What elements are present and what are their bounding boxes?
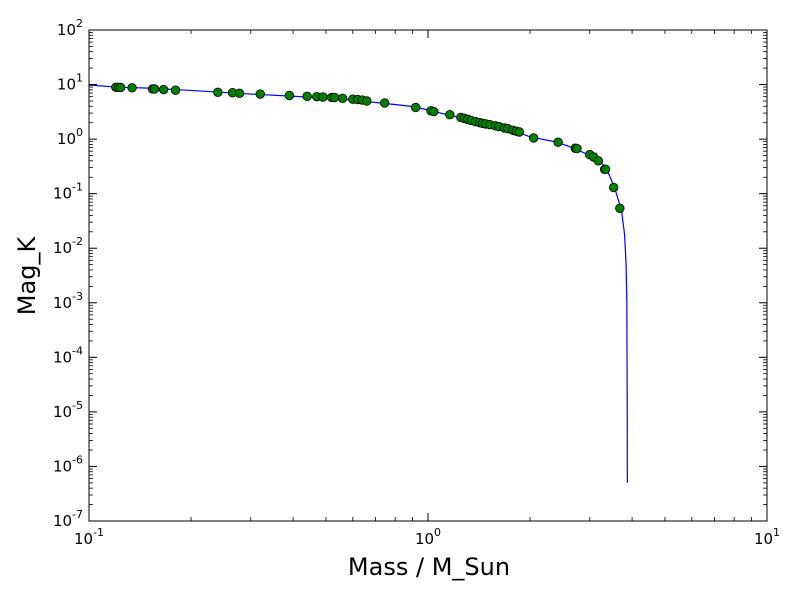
data-point	[284, 90, 295, 101]
data-point	[318, 92, 328, 102]
y-tick-label: 102	[57, 17, 83, 39]
data-point	[170, 85, 181, 95]
data-point	[213, 87, 223, 98]
x-tick-label: 101	[754, 526, 780, 548]
data-point	[593, 156, 604, 166]
data-point	[149, 84, 160, 94]
y-tick-label: 10-2	[53, 235, 83, 257]
data-point	[615, 203, 625, 213]
data-point	[411, 102, 421, 113]
data-point	[127, 83, 137, 93]
data-point	[514, 127, 525, 137]
data-point	[572, 143, 582, 154]
y-axis-title: Mag_K	[13, 236, 41, 316]
data-point	[553, 137, 563, 147]
data-point	[115, 82, 126, 93]
data-point	[609, 182, 619, 193]
y-tick-label: 10-7	[53, 508, 83, 530]
y-tick-label: 100	[57, 126, 83, 148]
data-point	[379, 98, 390, 108]
x-tick-label: 100	[415, 526, 441, 548]
plot-content	[88, 82, 628, 483]
data-point	[158, 84, 169, 95]
data-point	[302, 91, 312, 101]
y-tick-label: 10-4	[53, 344, 83, 366]
data-point	[255, 89, 265, 99]
data-point	[600, 164, 611, 174]
y-tick-label: 10-3	[53, 290, 83, 312]
y-tick-label: 10-1	[53, 181, 83, 203]
data-point	[429, 106, 439, 117]
data-point	[445, 110, 455, 120]
ticks: 10-1 100 101 10-7 10-6 10-5 10-4 10-3 10-2 10-1 10…	[53, 17, 780, 548]
x-tick-label: 10-1	[74, 526, 104, 548]
y-tick-label: 101	[57, 72, 83, 94]
y-tick-label: 10-5	[53, 399, 83, 421]
data-point	[234, 88, 245, 99]
y-tick-label: 10-6	[53, 453, 83, 475]
x-axis-title: Mass / M_Sun	[348, 553, 510, 581]
data-point	[337, 93, 348, 103]
data-point	[528, 133, 539, 143]
data-point	[362, 96, 372, 106]
data-point	[329, 92, 340, 103]
